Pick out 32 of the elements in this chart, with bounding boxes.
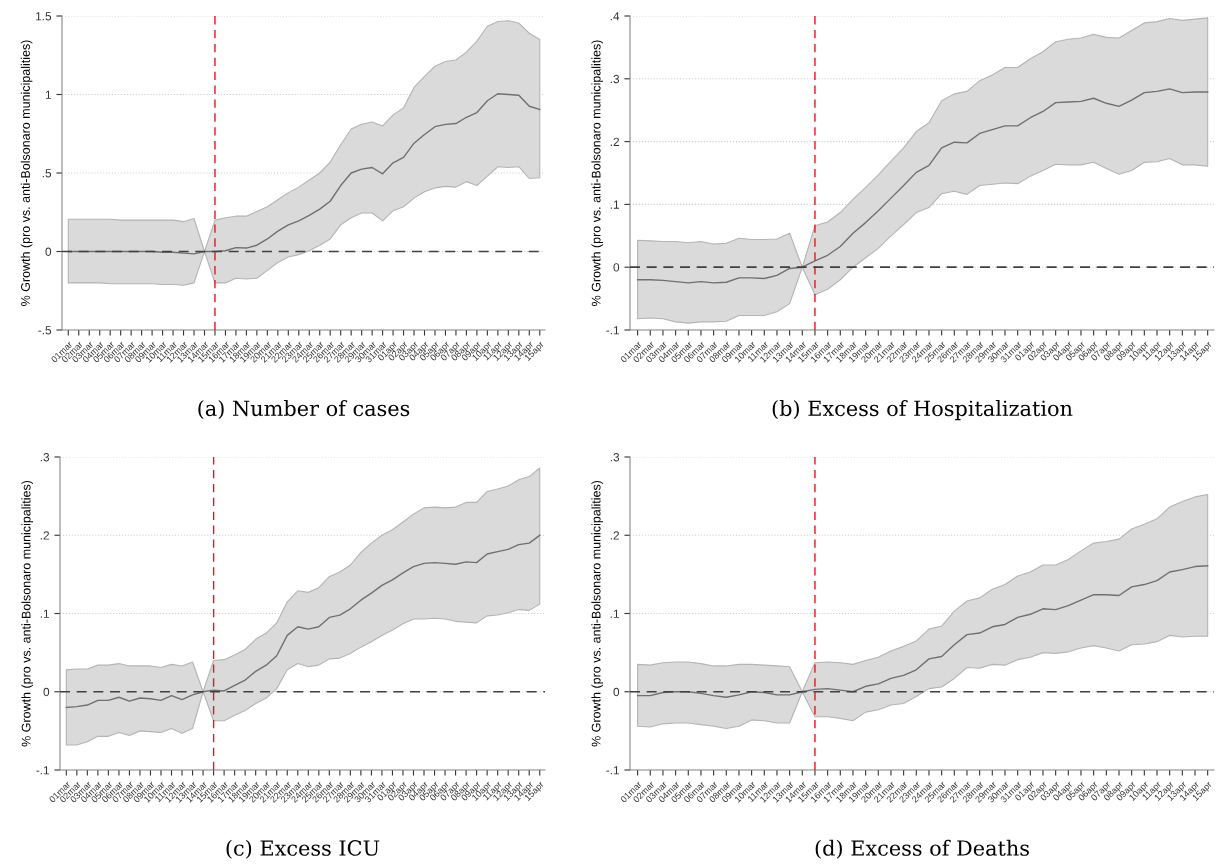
y-tick-label: -.5: [38, 326, 52, 335]
y-tick-label: .2: [610, 137, 619, 146]
y-tick-label: -.1: [606, 766, 620, 775]
y-tick-label: 0: [613, 263, 620, 272]
y-tick-label: -.1: [36, 766, 50, 775]
y-tick-label: 0: [43, 687, 50, 697]
y-tick-label: 1: [45, 90, 52, 99]
line-series: [636, 565, 1209, 698]
y-tick-label: .5: [42, 169, 52, 178]
y-tick-label: .1: [40, 609, 50, 618]
y-axis-title: % Growth (pro vs. anti-Bolsonaro municipalities): [591, 40, 604, 306]
y-tick-label: 0: [45, 247, 52, 256]
y-axis-title: % Growth (pro vs. anti-Bolsonaro municipalities): [591, 480, 604, 747]
y-tick-label: .3: [610, 453, 620, 462]
y-tick-label: -.1: [606, 326, 620, 335]
y-axis-title: % Growth (pro vs. anti-Bolsonaro municipalities): [21, 480, 34, 747]
y-tick-label: 0: [613, 687, 620, 697]
line-series: [65, 534, 541, 709]
y-tick-label: .1: [610, 200, 620, 209]
text: (a) Number of cases: [198, 400, 410, 420]
y-tick-label: 1.5: [36, 12, 52, 21]
y-tick-label: .4: [610, 12, 620, 21]
line-series: [636, 88, 1209, 284]
y-tick-label: .2: [610, 531, 619, 540]
y-tick-label: .3: [40, 453, 50, 462]
y-tick-label: .3: [610, 74, 620, 84]
y-tick-label: .2: [40, 531, 49, 540]
text: (c) Excess ICU: [226, 839, 380, 859]
y-axis-title: % Growth (pro vs. anti-Bolsonaro municipalities): [20, 40, 33, 306]
text: (b) Excess of Hospitalization: [772, 400, 1073, 421]
y-tick-label: .1: [610, 609, 620, 618]
text: (d) Excess of Deaths: [815, 839, 1029, 859]
